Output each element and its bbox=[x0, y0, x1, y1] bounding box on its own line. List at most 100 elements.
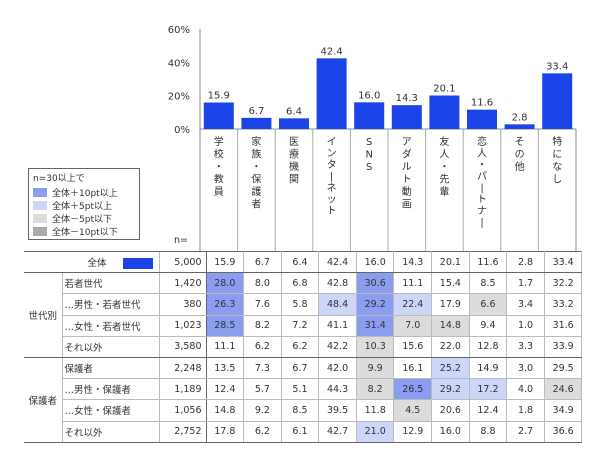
group-label: 保護者 bbox=[24, 357, 63, 443]
category-label: 友人・先輩 bbox=[439, 135, 449, 198]
group-label: 世代別 bbox=[24, 272, 63, 358]
value-cell: 3.3 bbox=[506, 336, 545, 358]
value-cell: 42.4 bbox=[318, 250, 357, 274]
value-cell: 11.1 bbox=[393, 272, 433, 295]
value-cell: 39.5 bbox=[318, 399, 357, 422]
row-label: …女性・保護者 bbox=[62, 399, 159, 422]
value-cell: 29.2 bbox=[356, 293, 395, 316]
value-cell: 12.4 bbox=[206, 378, 245, 401]
table-row: それ以外 3,580 11.1 6.2 6.2 42.2 10.3 15.6 22.0 12.8 3… bbox=[24, 336, 583, 358]
value-cell: 48.4 bbox=[318, 293, 357, 316]
n-label: n= bbox=[174, 235, 188, 246]
value-cell: 6.4 bbox=[281, 250, 320, 274]
legend-item: 全体－5pt以下 bbox=[33, 212, 135, 225]
value-cell: 28.5 bbox=[206, 315, 245, 337]
value-cell: 8.0 bbox=[243, 272, 282, 295]
value-cell: 33.4 bbox=[544, 250, 583, 274]
legend-label: 全体＋5pt以上 bbox=[52, 202, 112, 212]
value-cell: 14.8 bbox=[206, 399, 245, 422]
value-cell: 6.7 bbox=[281, 357, 320, 380]
row-label: …女性・若者世代 bbox=[62, 315, 159, 337]
legend-label: 全体＋10pt以上 bbox=[52, 189, 118, 199]
category-label: 恋人・パ|トナ| bbox=[477, 135, 487, 229]
y-tick-label: 20% bbox=[168, 92, 190, 103]
category-label: その他 bbox=[515, 136, 525, 173]
value-cell: 22.4 bbox=[393, 293, 433, 316]
bar-2 bbox=[241, 117, 272, 129]
value-cell: 20.6 bbox=[431, 399, 470, 422]
category-label: 家族・保護者 bbox=[251, 135, 261, 211]
row-label: 全体 bbox=[24, 250, 159, 274]
legend: n=30以上で 全体＋10pt以上 全体＋5pt以上 全体－5pt以下 全体－10pt… bbox=[28, 168, 140, 240]
value-cell: 28.0 bbox=[206, 272, 245, 295]
category-label: インタ|ネット bbox=[327, 137, 337, 217]
value-cell: 33.9 bbox=[544, 336, 583, 358]
bar-1 bbox=[203, 102, 234, 129]
legend-swatch bbox=[33, 227, 47, 236]
value-cell: 22.0 bbox=[431, 336, 470, 358]
value-cell: 4.0 bbox=[506, 378, 545, 401]
value-cell: 14.9 bbox=[469, 357, 508, 380]
total-swatch bbox=[122, 258, 153, 270]
bar-value-label: 6.4 bbox=[286, 106, 302, 117]
value-cell: 4.5 bbox=[393, 399, 433, 422]
row-label: それ以外 bbox=[62, 421, 159, 443]
value-cell: 16.0 bbox=[356, 250, 395, 274]
n-cell: 380 bbox=[158, 293, 207, 316]
bar-chart: 0% 20% 40% 60% 15.9 学校・教員 6.7 家族・保護者 6.4 医療機関 42.4… bbox=[168, 25, 577, 251]
category-label: アダルト動画 bbox=[402, 137, 412, 211]
value-cell: 16.1 bbox=[393, 357, 433, 380]
value-cell: 42.2 bbox=[318, 336, 357, 358]
value-cell: 31.6 bbox=[544, 315, 583, 337]
legend-label: 全体－5pt以下 bbox=[52, 215, 112, 225]
value-cell: 2.8 bbox=[506, 250, 545, 274]
value-cell: 13.5 bbox=[206, 357, 245, 380]
value-cell: 9.2 bbox=[243, 399, 282, 422]
value-cell: 14.3 bbox=[393, 250, 433, 274]
value-cell: 14.8 bbox=[431, 315, 470, 337]
value-cell: 8.2 bbox=[243, 315, 282, 337]
value-cell: 7.6 bbox=[243, 293, 282, 316]
value-cell: 6.2 bbox=[243, 421, 282, 443]
value-cell: 15.9 bbox=[206, 250, 245, 274]
value-cell: 17.2 bbox=[469, 378, 508, 401]
value-cell: 6.8 bbox=[281, 272, 320, 295]
bar-3 bbox=[279, 118, 309, 129]
value-cell: 6.1 bbox=[281, 421, 320, 443]
value-cell: 12.9 bbox=[393, 421, 433, 443]
legend-title: n=30以上で bbox=[33, 174, 85, 184]
value-cell: 8.5 bbox=[281, 399, 320, 422]
bar-value-label: 16.0 bbox=[358, 90, 380, 101]
value-cell: 32.2 bbox=[544, 272, 583, 295]
n-cell: 1,189 bbox=[158, 378, 207, 401]
value-cell: 11.6 bbox=[469, 250, 508, 274]
value-cell: 8.8 bbox=[469, 421, 508, 443]
value-cell: 30.6 bbox=[356, 272, 395, 295]
legend-swatch bbox=[33, 214, 47, 223]
y-tick-label: 40% bbox=[168, 58, 190, 69]
n-cell: 2,752 bbox=[158, 421, 207, 443]
bar-5 bbox=[354, 102, 385, 129]
value-cell: 33.2 bbox=[544, 293, 583, 316]
n-cell: 1,056 bbox=[158, 399, 207, 422]
value-cell: 15.4 bbox=[431, 272, 470, 295]
row-label: 若者世代 bbox=[62, 272, 159, 295]
row-label: …男性・保護者 bbox=[62, 378, 159, 401]
n-cell: 1,420 bbox=[158, 272, 207, 295]
legend-swatch bbox=[33, 188, 47, 197]
value-cell: 25.2 bbox=[431, 357, 470, 380]
value-cell: 16.0 bbox=[431, 421, 470, 443]
value-cell: 1.8 bbox=[506, 399, 545, 422]
value-cell: 42.0 bbox=[318, 357, 357, 380]
value-cell: 6.6 bbox=[469, 293, 508, 316]
data-table: 全体 5,000 15.9 6.7 6.4 42.4 16.0 14.3 20.1 11.6 2.8… bbox=[24, 250, 583, 443]
bar-value-label: 33.4 bbox=[546, 61, 568, 72]
bar-value-label: 11.6 bbox=[471, 98, 493, 109]
bar-8 bbox=[467, 109, 497, 129]
value-cell: 5.7 bbox=[243, 378, 282, 401]
value-cell: 7.0 bbox=[393, 315, 433, 337]
legend-label: 全体－10pt以下 bbox=[52, 228, 118, 238]
table-row: 保護者 保護者 2,248 13.5 7.3 6.7 42.0 9.9 16.1 25.2 14.9… bbox=[24, 357, 583, 443]
row-label: 保護者 bbox=[62, 357, 159, 380]
